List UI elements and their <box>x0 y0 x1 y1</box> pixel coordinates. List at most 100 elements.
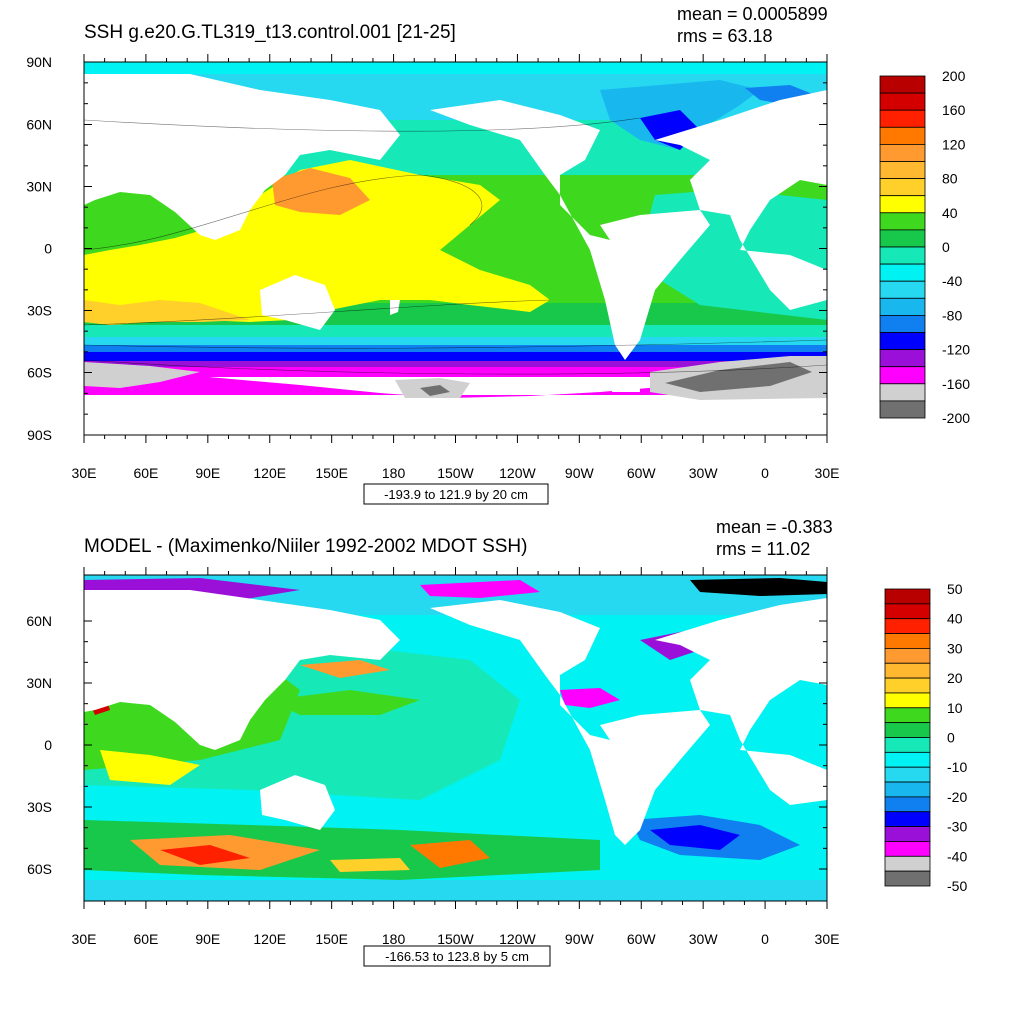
colorbar-box <box>884 796 931 813</box>
panel-2-range-note: -166.53 to 123.8 by 5 cm <box>385 949 529 964</box>
lon-label: 0 <box>761 931 769 947</box>
panel-1-ticks <box>83 54 828 443</box>
colorbar-label: 120 <box>942 136 966 152</box>
colorbar-box <box>879 195 926 214</box>
panel-1-ssh: SSH g.e20.G.TL319_t13.control.001 [21-25… <box>26 4 970 505</box>
panel-2-colorbar <box>884 588 931 887</box>
colorbar-box <box>884 618 931 634</box>
lon-label: 180 <box>382 931 406 947</box>
colorbar-box <box>879 178 926 197</box>
lat-label: 0 <box>44 241 52 257</box>
colorbar-box <box>884 588 931 605</box>
colorbar-label: 160 <box>942 102 966 118</box>
panel-1-lat-labels: 90N 60N 30N 0 30S 60S 90S <box>26 54 52 443</box>
colorbar-box <box>879 383 926 402</box>
colorbar-label: 200 <box>942 68 966 84</box>
colorbar-box <box>879 280 926 299</box>
panel-2-range-box <box>363 945 551 967</box>
colorbar-box <box>884 870 931 887</box>
lon-label: 30W <box>689 465 719 481</box>
lon-label: 120E <box>253 465 286 481</box>
colorbar-label: -10 <box>947 759 967 775</box>
panel-1-mean: mean = 0.0005899 <box>677 4 828 24</box>
colorbar-box <box>879 332 926 351</box>
colorbar-box <box>879 297 926 316</box>
lon-label: 30W <box>689 931 719 947</box>
lon-label: 120W <box>499 931 536 947</box>
lon-label: 30E <box>72 931 97 947</box>
lat-label: 90N <box>26 54 52 70</box>
lat-label: 30S <box>27 799 52 815</box>
colorbar-box <box>879 229 926 248</box>
lon-label: 30E <box>815 465 840 481</box>
panel-2-map <box>84 575 827 901</box>
colorbar-label: 10 <box>947 700 963 716</box>
colorbar-label: -200 <box>942 410 970 426</box>
lat-label: 0 <box>44 737 52 753</box>
colorbar-box <box>884 722 931 738</box>
colorbar-box <box>884 766 931 783</box>
colorbar-label: -20 <box>947 789 967 805</box>
colorbar-box <box>879 212 926 231</box>
colorbar-box <box>884 648 931 664</box>
colorbar-box <box>879 161 926 180</box>
lon-label: 90E <box>195 931 220 947</box>
colorbar-box <box>884 603 931 620</box>
colorbar-box <box>879 349 926 368</box>
colorbar-label: -40 <box>947 848 967 864</box>
colorbar-box <box>879 126 926 145</box>
lat-label: 60N <box>26 117 52 133</box>
colorbar-box <box>879 400 926 419</box>
lat-label: 30N <box>26 675 52 691</box>
colorbar-box <box>884 811 931 828</box>
lon-label: 30E <box>815 931 840 947</box>
colorbar-box <box>884 781 931 798</box>
panel-2-colorbar-labels: 50 40 30 20 10 0 -10 -20 -30 -40 -50 <box>947 581 967 894</box>
lon-label: 90E <box>195 465 220 481</box>
colorbar-box <box>884 855 931 872</box>
lon-label: 60W <box>627 931 657 947</box>
colorbar-box <box>884 841 931 857</box>
colorbar-box <box>879 109 926 128</box>
colorbar-box <box>884 826 931 842</box>
panel-1-range-note: -193.9 to 121.9 by 20 cm <box>384 487 528 502</box>
colorbar-box <box>879 143 926 162</box>
lat-label: 30S <box>27 303 52 319</box>
colorbar-box <box>884 751 931 768</box>
colorbar-label: 50 <box>947 581 963 597</box>
lon-label: 60E <box>133 465 158 481</box>
colorbar-label: -160 <box>942 376 970 392</box>
lon-label: 90W <box>565 465 595 481</box>
panel-1-colorbar-labels: 200 160 120 80 40 0 -40 -80 -120 -160 -200 <box>942 68 970 426</box>
panel-2-lon-labels: 30E 60E 90E 120E 150E 180 150W 120W 90W 60W 30W 0 30… <box>72 931 840 947</box>
panel-1-rms: rms = 63.18 <box>677 26 773 46</box>
colorbar-box <box>884 707 931 724</box>
colorbar-box <box>879 263 926 282</box>
lon-label: 90W <box>565 931 595 947</box>
lon-label: 120W <box>499 465 536 481</box>
panel-2-title: MODEL - (Maximenko/Niiler 1992-2002 MDOT… <box>84 536 527 557</box>
colorbar-box <box>879 314 926 333</box>
lon-label: 150E <box>315 931 348 947</box>
panel-2-rms: rms = 11.02 <box>716 539 810 559</box>
colorbar-box <box>884 677 931 694</box>
panel-1-lon-labels: 30E 60E 90E 120E 150E 180 150W 120W 90W 60W 30W 0 30… <box>72 465 840 481</box>
colorbar-box <box>884 633 931 649</box>
colorbar-label: 30 <box>947 640 963 656</box>
lon-label: 60E <box>133 931 158 947</box>
colorbar-box <box>879 92 926 111</box>
colorbar-label: 0 <box>942 239 950 255</box>
colorbar-label: -50 <box>947 878 967 894</box>
lon-label: 120E <box>253 931 286 947</box>
panel-1-colorbar <box>879 75 926 419</box>
colorbar-box <box>879 246 926 265</box>
panel-2-mean: mean = -0.383 <box>716 517 833 537</box>
lon-label: 150W <box>437 465 474 481</box>
lat-label: 60N <box>26 613 52 629</box>
lon-label: 150W <box>437 931 474 947</box>
lat-label: 60S <box>27 365 52 381</box>
lat-label: 30N <box>26 179 52 195</box>
colorbar-box <box>884 662 931 679</box>
colorbar-label: 80 <box>942 171 958 187</box>
colorbar-label: 0 <box>947 730 955 746</box>
